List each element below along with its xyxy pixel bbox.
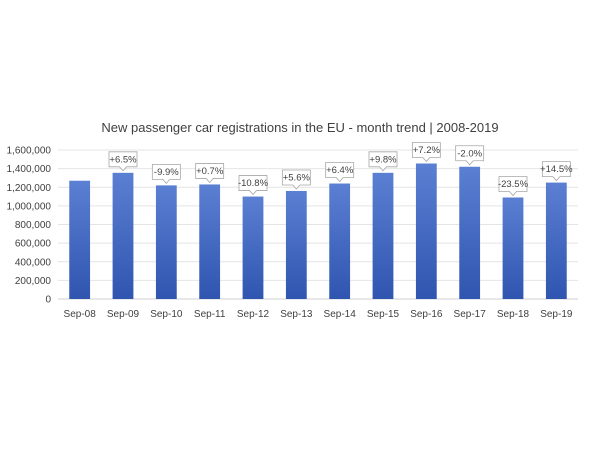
bar [69,180,91,299]
change-callout: -10.8% [238,175,269,196]
change-callout: +14.5% [540,161,573,182]
bar [285,190,307,299]
change-callout: +5.6% [281,169,311,190]
y-tick-label: 200,000 [15,276,52,287]
chart-title: New passenger car registrations in the E… [101,120,498,135]
callout-box [151,163,181,184]
callout-box [195,163,225,184]
callout-box [455,145,485,166]
bar [545,182,567,299]
change-callout: +6.4% [325,162,355,183]
x-tick-label: Sep-15 [367,309,400,320]
data-label: +6.5% [109,154,137,165]
bar [459,166,481,299]
x-tick-label: Sep-10 [150,309,183,320]
callout-box [238,175,268,196]
data-label: +6.4% [326,165,354,176]
change-callout: +0.7% [195,163,225,184]
data-label: +9.8% [369,154,397,165]
data-label: -10.8% [238,178,269,189]
y-tick-label: 600,000 [15,239,52,250]
bar [155,185,177,299]
data-label: -9.9% [154,167,179,178]
y-tick-label: 1,600,000 [7,146,52,157]
bar [372,172,394,299]
callout-box [411,142,441,163]
change-callout: +7.2% [411,142,441,163]
callout-box [325,162,355,183]
callout-box [108,151,138,172]
x-tick-label: Sep-08 [64,309,97,320]
y-tick-label: 1,400,000 [7,164,52,175]
x-tick-label: Sep-16 [410,309,443,320]
bar [415,163,437,299]
data-label: +0.7% [196,166,224,177]
x-tick-label: Sep-09 [107,309,140,320]
y-axis-ticks: 0 200,000 400,000 600,000 800,000 1,000,000 1,… [7,146,52,306]
data-label: +5.6% [283,172,311,183]
change-callouts: +6.5% -9.9% +0.7% -10.8% +5.6% +6.4% +9.8% +7.2… [108,142,573,197]
gridlines [58,149,578,300]
x-tick-label: Sep-18 [497,309,530,320]
change-callout: +6.5% [108,151,138,172]
data-label: +7.2% [413,145,441,156]
x-tick-label: Sep-13 [280,309,313,320]
bar [199,184,221,299]
callout-box [498,176,528,197]
bar [242,196,264,299]
change-callout: +9.8% [368,151,398,172]
bars [69,163,567,299]
x-tick-label: Sep-19 [540,309,573,320]
change-callout: -23.5% [498,176,529,197]
x-tick-label: Sep-17 [454,309,487,320]
data-label: +14.5% [540,164,573,175]
y-tick-label: 1,000,000 [7,201,52,212]
bar [329,183,351,299]
x-axis-ticks: Sep-08 Sep-09 Sep-10 Sep-11 Sep-12 Sep-13 Sep-… [64,309,573,320]
callout-box [541,161,571,182]
bar [112,172,134,299]
y-tick-label: 400,000 [15,257,52,268]
x-tick-label: Sep-12 [237,309,270,320]
x-tick-label: Sep-11 [194,309,226,320]
data-label: -2.0% [457,148,482,159]
y-tick-label: 1,200,000 [7,183,52,194]
change-callout: -9.9% [151,163,181,184]
callout-box [368,151,398,172]
callout-box [281,169,311,190]
data-label: -23.5% [498,179,529,190]
y-tick-label: 800,000 [15,220,52,231]
bar [502,197,524,299]
x-tick-label: Sep-14 [324,309,357,320]
change-callout: -2.0% [455,145,485,166]
y-tick-label: 0 [45,295,51,306]
